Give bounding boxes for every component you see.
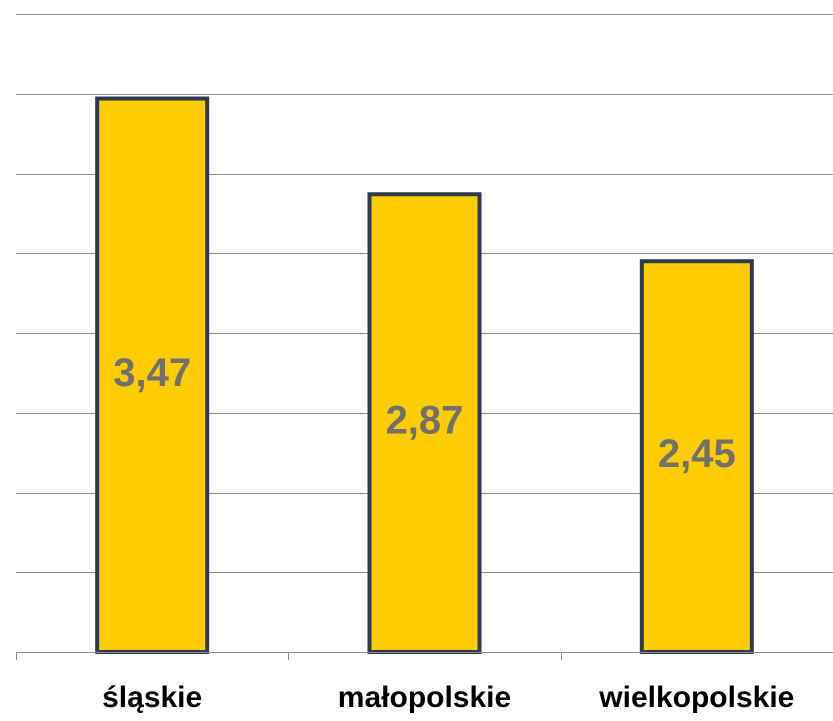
data-label: 2,45 [658,432,736,476]
bar [639,259,754,654]
data-label: 2,87 [386,399,464,443]
bar [95,96,210,655]
category-label: małopolskie [338,681,511,714]
data-labels: 3,47 2,87 2,45 [113,351,736,476]
x-axis: śląskie małopolskie wielkopolskie [16,652,833,714]
category-label: wielkopolskie [598,681,794,714]
category-label: śląskie [102,681,202,714]
bars [95,96,754,655]
data-label: 3,47 [113,351,191,395]
